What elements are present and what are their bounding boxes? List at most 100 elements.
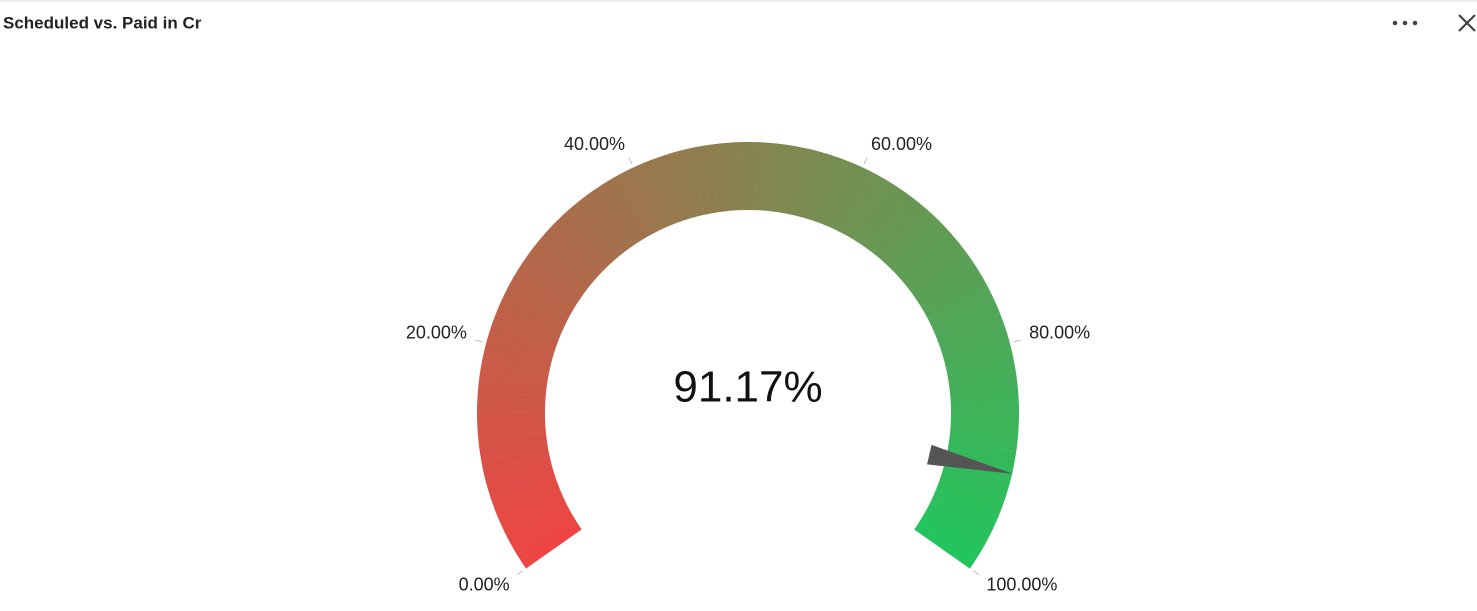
gauge-segment — [859, 186, 906, 248]
gauge-segment — [846, 176, 889, 240]
gauge-segment — [599, 181, 643, 244]
more-button[interactable] — [1392, 20, 1418, 26]
gauge-segment — [477, 426, 547, 441]
gauge-segment — [840, 171, 881, 236]
gauge-segment — [914, 523, 976, 569]
gauge-segment — [487, 469, 556, 499]
gauge-segment — [534, 238, 593, 289]
gauge-segment — [481, 448, 550, 470]
tick-mark — [1013, 339, 1021, 343]
gauge-segment — [950, 391, 1019, 405]
gauge-segment — [748, 142, 759, 211]
gauge-segment — [560, 210, 614, 267]
gauge-segment — [912, 254, 974, 301]
gauge-segment — [813, 156, 845, 224]
gauge-segment — [478, 371, 548, 390]
gauge-segment — [477, 381, 547, 397]
gauge-segment — [949, 381, 1019, 397]
gauge-band — [476, 142, 1020, 569]
gauge-segment — [820, 159, 854, 227]
gauge-segment — [920, 270, 984, 313]
gauge-value-label: 91.17% — [673, 363, 822, 412]
gauge-segment — [762, 142, 778, 212]
gauge-segment — [495, 305, 562, 340]
gauge-segment — [853, 181, 898, 244]
gauge-segment — [755, 142, 768, 211]
gauge-segment — [932, 490, 999, 526]
gauge-segment — [503, 287, 569, 326]
gauge-segment — [939, 324, 1008, 354]
gauge-segment — [510, 510, 574, 552]
gauge-segment — [479, 440, 549, 461]
gauge-segment — [934, 305, 1001, 340]
gauge-segment — [827, 163, 863, 230]
gauge-segment — [950, 418, 1019, 431]
gauge-segment — [651, 156, 683, 224]
gauge-segment — [916, 262, 979, 307]
gauge-segment — [583, 192, 631, 252]
gauge-segment — [699, 144, 719, 214]
tick-mark — [516, 570, 524, 576]
gauge-segment — [477, 400, 546, 412]
gauge-segment — [477, 418, 546, 431]
gauge-segment — [924, 279, 989, 320]
gauge-segment — [947, 362, 1016, 383]
tick-mark — [475, 339, 483, 343]
gauge-segment — [784, 146, 807, 215]
gauge-segment — [633, 163, 670, 230]
gauge-segment — [670, 150, 698, 219]
tick-label: 80.00% — [1029, 322, 1090, 342]
gauge-segment — [931, 296, 997, 333]
gauge-segment — [679, 148, 705, 217]
close-stroke — [1458, 14, 1476, 32]
gauge-segment — [481, 352, 551, 375]
gauge-segment — [777, 144, 798, 214]
gauge-segment — [937, 314, 1005, 347]
gauge-segment — [922, 510, 986, 553]
gauge-segment — [708, 143, 727, 213]
gauge-segment — [893, 224, 950, 278]
gauge-segment — [499, 296, 565, 333]
gauge-segment — [505, 503, 571, 544]
gauge-segment — [928, 287, 993, 327]
tick-label: 40.00% — [564, 134, 625, 154]
gauge-segment — [728, 142, 741, 211]
gauge-segment — [660, 153, 690, 221]
gauge-segment — [483, 342, 552, 368]
tick-mark — [628, 157, 633, 164]
gauge-segment — [642, 159, 676, 227]
chart-title: Scheduled vs. Paid in Cr — [3, 13, 202, 32]
gauge-segment — [501, 497, 567, 535]
gauge-segment — [882, 210, 936, 267]
gauge-segment — [865, 192, 914, 253]
gauge-segment — [575, 197, 625, 257]
gauge-segment — [607, 176, 650, 240]
gauge-segment — [944, 342, 1013, 368]
gauge-segment — [480, 361, 549, 383]
gauge-segment — [590, 186, 637, 248]
gauge-segment — [515, 516, 578, 561]
gauge-segment — [770, 143, 788, 213]
gauge-segment — [553, 217, 608, 272]
gauge-segment — [888, 217, 943, 272]
gauge-segment — [918, 517, 981, 561]
gauge-segment — [482, 455, 552, 480]
gauge-segment — [938, 476, 1006, 508]
gauge-segment — [949, 426, 1019, 441]
gauge-segment — [903, 238, 962, 289]
gauge-segment — [492, 314, 559, 347]
gauge-segment — [517, 262, 580, 307]
gauge-segment — [520, 523, 582, 569]
gauge-segment — [925, 504, 991, 544]
gauge-segment — [946, 448, 1015, 470]
tick-mark — [972, 570, 980, 576]
gauge-segment — [507, 279, 572, 320]
close-button[interactable] — [1458, 14, 1476, 32]
tick-label: 20.00% — [406, 322, 467, 342]
gauge-segment — [908, 246, 968, 295]
gauge-segment — [477, 391, 546, 405]
tick-mark — [863, 157, 868, 164]
gauge-segment — [546, 224, 603, 277]
dot — [1402, 20, 1408, 26]
